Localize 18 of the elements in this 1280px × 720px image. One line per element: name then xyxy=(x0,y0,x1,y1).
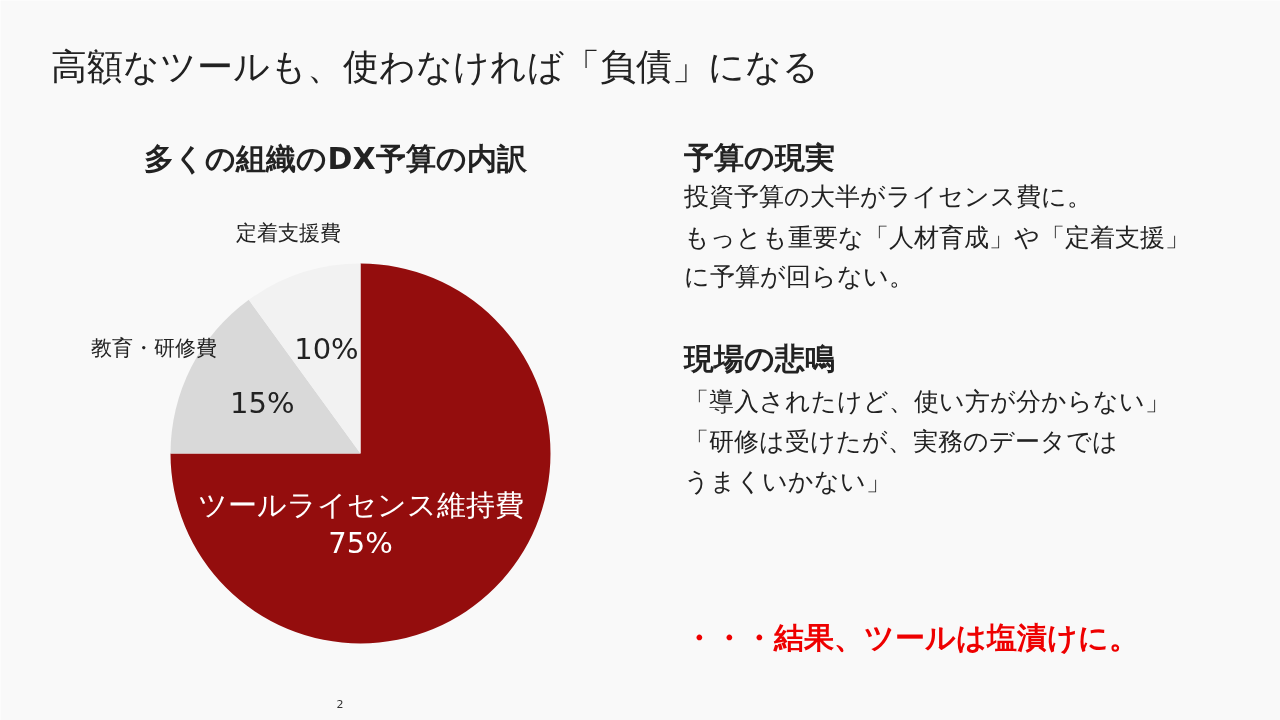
text: 現場の悲鳴 xyxy=(682,341,835,376)
data-label: 15% xyxy=(230,386,295,421)
text: うまくいかない」 xyxy=(683,467,891,496)
text: に予算が回らない。 xyxy=(683,262,914,291)
data-label: 75% xyxy=(328,525,393,560)
chart-subtitle: 多くの組織のDX予算の内訳 xyxy=(144,141,528,176)
text: 2 xyxy=(336,697,344,711)
slice-label: 教育・研修費 xyxy=(90,336,217,361)
text: 「研修は受けたが、実務のデータでは xyxy=(683,427,1118,456)
text: 予算の現実 xyxy=(682,140,835,175)
text: 「導入されたけど、使い方が分からない」 xyxy=(683,387,1170,416)
slice-label: 定着支援費 xyxy=(236,221,342,246)
slice-label: ツールライセンス維持費 xyxy=(197,487,524,522)
data-label: 10% xyxy=(294,331,359,366)
chart-title: 高額なツールも、使わなければ「負債」になる xyxy=(50,46,819,87)
text: もっとも重要な「人材育成」や「定着支援」 xyxy=(683,223,1190,252)
text: ・・・結果、ツールは塩漬けに。 xyxy=(683,620,1139,655)
text: 投資予算の大半がライセンス費に。 xyxy=(682,182,1092,211)
